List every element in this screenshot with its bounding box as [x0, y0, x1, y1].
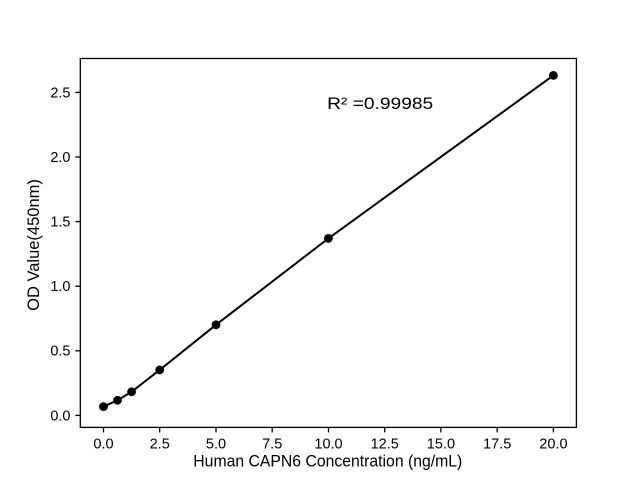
svg-text:R² =0.99985: R² =0.99985	[327, 94, 433, 113]
svg-text:10.0: 10.0	[314, 437, 342, 453]
svg-text:0.5: 0.5	[50, 344, 70, 360]
svg-text:2.5: 2.5	[150, 437, 170, 453]
svg-text:7.5: 7.5	[262, 437, 282, 453]
svg-text:0.0: 0.0	[50, 408, 70, 424]
svg-text:2.0: 2.0	[50, 150, 70, 166]
svg-text:1.0: 1.0	[50, 279, 70, 295]
svg-text:17.5: 17.5	[483, 437, 511, 453]
svg-text:2.5: 2.5	[50, 85, 70, 101]
svg-text:Human CAPN6 Concentration (ng/: Human CAPN6 Concentration (ng/mL)	[193, 453, 462, 471]
svg-text:0.0: 0.0	[93, 437, 113, 453]
svg-text:12.5: 12.5	[371, 437, 399, 453]
svg-text:20.0: 20.0	[539, 437, 567, 453]
svg-text:1.5: 1.5	[50, 215, 70, 231]
svg-text:15.0: 15.0	[427, 437, 455, 453]
svg-text:5.0: 5.0	[206, 437, 226, 453]
svg-text:OD Value(450nm): OD Value(450nm)	[25, 179, 43, 311]
